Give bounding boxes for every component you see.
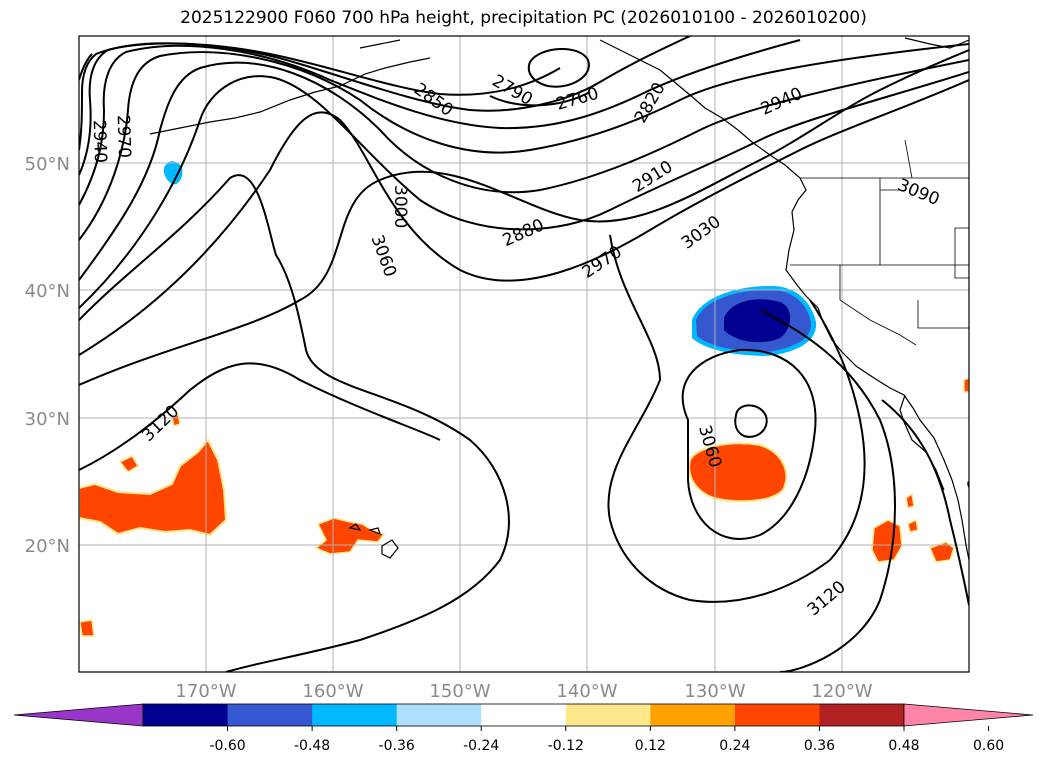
negative-precip-small: [163, 161, 183, 185]
colorbar-cell: [734, 704, 820, 726]
colorbar-cells: [142, 703, 905, 727]
colorbar-extend-right: [903, 703, 1034, 727]
map-background: [79, 36, 969, 672]
map-frame: [78, 35, 970, 673]
colorbar-extend-left: [13, 703, 144, 727]
colorbar-cell: [312, 704, 398, 726]
height-contours: [79, 36, 969, 672]
lon-label: 160°W: [302, 681, 363, 702]
colorbar-ticks: -0.60 -0.48 -0.36 -0.24 -0.12 0.12 0.24 0.36 0.4…: [209, 726, 1004, 754]
positive-precip-mexico-2: [929, 541, 955, 563]
positive-precip-small-2: [171, 412, 181, 427]
positive-precip-west: [79, 438, 228, 537]
positive-precip-east: [688, 442, 788, 503]
lat-label: 50°N: [25, 154, 70, 175]
colorbar-cell: [396, 704, 482, 726]
lat-label: 40°N: [25, 281, 70, 302]
positive-precip-mexico-4: [907, 518, 919, 533]
positive-precip-small-1: [118, 455, 140, 473]
colorbar-cell: [819, 704, 905, 726]
colorbar-tick-label: 0.60: [973, 738, 1004, 754]
colorbar-cell: [227, 704, 313, 726]
colorbar-tick-label: 0.36: [804, 738, 835, 754]
lon-label: 170°W: [175, 681, 236, 702]
colorbar-tick-label: -0.36: [379, 738, 415, 754]
negative-precip-core: [724, 299, 791, 343]
colorbar-cell: [650, 704, 736, 726]
contour-label: 2940: [89, 119, 110, 163]
contour-label: 2970: [113, 114, 134, 158]
state-borders: [790, 139, 969, 346]
lon-label: 120°W: [811, 681, 872, 702]
hawaii: [348, 523, 399, 559]
coastlines: [149, 37, 969, 561]
lat-label: 30°N: [25, 409, 70, 430]
positive-precip-baja: [963, 377, 969, 393]
colorbar-tick-label: -0.48: [294, 738, 330, 754]
positive-precip-mexico-3: [905, 492, 915, 509]
colorbar-cell: [481, 704, 567, 726]
contour-label: 3000: [390, 185, 410, 228]
colorbar-tick-label: 0.24: [719, 738, 750, 754]
colorbar-tick-label: -0.60: [209, 738, 245, 754]
colorbar: -0.60 -0.48 -0.36 -0.24 -0.12 0.12 0.24 0.36 0.4…: [13, 703, 1034, 754]
lon-label: 140°W: [556, 681, 617, 702]
latitude-labels: 50°N 40°N 30°N 20°N: [25, 154, 70, 557]
lon-label: 150°W: [429, 681, 490, 702]
colorbar-tick-label: -0.24: [463, 738, 499, 754]
lon-label: 130°W: [684, 681, 745, 702]
colorbar-tick-label: -0.12: [548, 738, 584, 754]
colorbar-tick-label: 0.12: [635, 738, 666, 754]
alaska-islands: [149, 39, 431, 135]
positive-precip-small-3: [79, 619, 95, 637]
contour-label: 3150: [962, 478, 989, 524]
colorbar-cell: [143, 704, 229, 726]
lat-label: 20°N: [25, 536, 70, 557]
colorbar-tick-label: 0.48: [888, 738, 919, 754]
map-title: 2025122900 F060 700 hPa height, precipit…: [180, 8, 867, 28]
colorbar-cell: [565, 704, 651, 726]
graticule: [79, 36, 969, 672]
longitude-labels: 170°W 160°W 150°W 140°W 130°W 120°W: [175, 681, 872, 702]
